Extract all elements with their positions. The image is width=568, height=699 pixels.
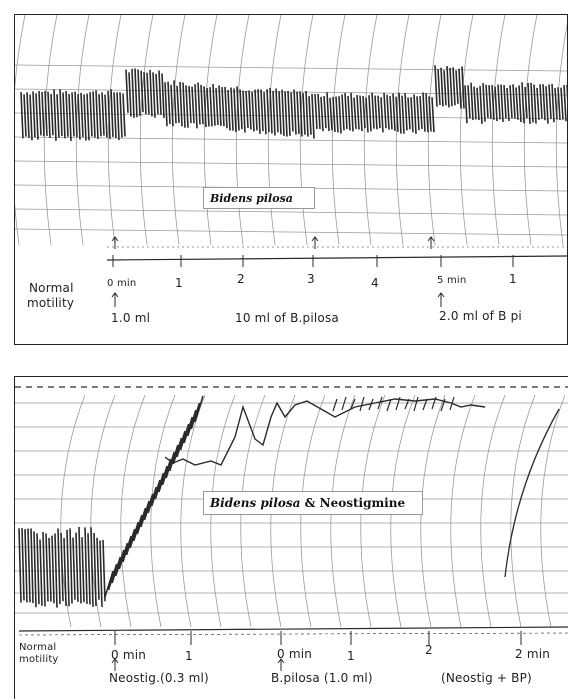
top-marker-arrow-0: [111, 236, 119, 249]
top-dose-2: 10 ml of B.pilosa: [235, 311, 339, 325]
bottom-panel-label: Bidens pilosa & Neostigmine: [203, 491, 423, 515]
top-dose-arrow-0: [111, 292, 119, 307]
top-contraction-trace: [20, 65, 567, 141]
bottom-grid-v-14: [480, 394, 506, 628]
bottom-grid-v-16: [540, 394, 566, 628]
bottom-time-2: 0 min: [277, 647, 313, 661]
top-grid-v-4: [139, 15, 154, 246]
top-grid-h-6: [15, 208, 567, 216]
top-grid-h-3: [15, 136, 567, 144]
top-grid-v-9: [299, 15, 314, 246]
top-marker-arrow-2: [427, 236, 435, 249]
top-grid-v-6: [203, 15, 218, 246]
bottom-grid-v-13: [450, 394, 476, 628]
top-time-3: 3: [307, 272, 315, 286]
top-grid-v-17: [555, 23, 567, 246]
bottom-time-axis: [18, 626, 568, 632]
bottom-time-3: 1: [347, 649, 355, 663]
top-grid-v-14: [459, 15, 474, 246]
top-kymograph-trace: [15, 15, 567, 307]
bottom-dose-arrow-1: [277, 658, 285, 671]
top-time-axis: [106, 255, 567, 261]
bottom-dose-arrow-0: [111, 658, 119, 671]
bottom-plateau-strokes: [332, 396, 455, 412]
bottom-grid-v-3: [150, 394, 176, 628]
bottom-normal-trace: [18, 526, 106, 608]
bottom-dose-2: B.pilosa (1.0 ml): [271, 671, 373, 685]
bottom-side-label-2: motility: [19, 654, 59, 665]
top-grid-v-15: [491, 15, 506, 246]
bottom-dose-1: Neostig.(0.3 ml): [109, 671, 209, 685]
top-grid-v-12: [395, 15, 410, 246]
top-label-italic: Bidens pilosa: [210, 192, 293, 205]
bottom-dotted-axis: [18, 632, 568, 636]
top-marker-arrow-1: [311, 236, 319, 249]
bottom-label-rest: & Neostigmine: [300, 496, 406, 510]
bottom-grid-v-12: [420, 394, 446, 628]
top-time-0: 0 min: [107, 278, 137, 289]
bottom-time-4: 2: [425, 643, 433, 657]
top-dose-1: 1.0 ml: [111, 311, 151, 325]
top-grid-v-16: [523, 15, 538, 246]
bottom-kymograph-trace: [15, 386, 568, 671]
top-grid-v-1: [43, 15, 58, 246]
top-time-4: 4: [371, 276, 379, 290]
top-grid-h-7: [15, 228, 567, 236]
bottom-dose-3: (Neostig + BP): [441, 671, 532, 685]
bottom-recording-panel: Bidens pilosa & Neostigmine Normal motil…: [14, 376, 568, 699]
bottom-plateau-trace: [164, 398, 486, 466]
bottom-label-italic: Bidens pilosa: [210, 496, 301, 510]
top-time-5: 5 min: [437, 275, 467, 286]
bottom-relaxation-trace: [504, 408, 560, 578]
top-grid-v-5: [171, 15, 186, 246]
top-dose-arrow-1: [437, 292, 445, 307]
bottom-time-1: 1: [185, 649, 193, 663]
top-grid-v-0: [15, 15, 26, 246]
bottom-side-label-1: Normal: [19, 642, 57, 653]
top-time-1: 1: [175, 276, 183, 290]
bottom-grid-v-4: [180, 394, 206, 628]
top-time-6: 1: [509, 272, 517, 286]
bottom-time-0: 0 min: [111, 648, 147, 662]
top-grid-h-4: [15, 160, 567, 168]
bottom-rising-trace: [104, 395, 204, 598]
top-recording-panel: Bidens pilosa Normal motility 0 min 1 2 …: [14, 14, 568, 345]
top-grid-v-3: [107, 15, 122, 246]
top-side-label-2: motility: [27, 296, 75, 310]
bottom-grid-v-2: [120, 394, 146, 628]
top-time-2: 2: [237, 272, 245, 286]
top-panel-label: Bidens pilosa: [203, 187, 315, 209]
top-grid-h-0: [15, 64, 567, 72]
top-dose-3: 2.0 ml of B pi: [439, 309, 522, 323]
top-side-label-1: Normal: [29, 281, 74, 295]
bottom-grid-v-1: [90, 394, 116, 628]
bottom-grid-v-15: [510, 394, 536, 628]
bottom-time-5: 2 min: [515, 647, 551, 661]
